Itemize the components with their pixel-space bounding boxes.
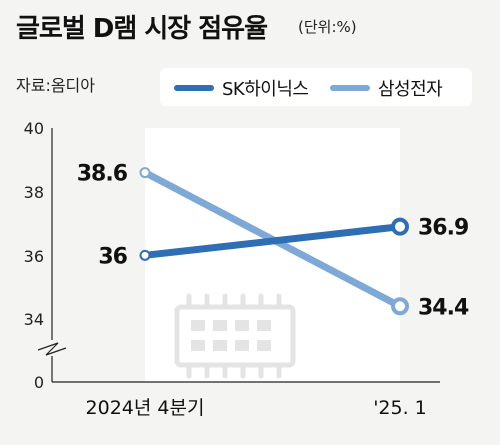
y-tick-label: 36 <box>24 247 44 266</box>
data-label-samsung-q1: 34.4 <box>418 295 469 320</box>
legend-swatch-samsung <box>330 85 370 91</box>
data-label-sk-q1: 36.9 <box>418 216 468 241</box>
chip-icon <box>174 293 296 379</box>
data-label-samsung-q4: 38.6 <box>77 162 128 187</box>
legend: SK하이닉스 삼성전자 <box>160 68 472 106</box>
legend-label-sk: SK하이닉스 <box>222 79 309 100</box>
data-point-samsung-q4 <box>139 167 151 179</box>
source-label: 자료:옴디아 <box>16 76 95 95</box>
y-tick-label: 38 <box>24 183 44 202</box>
data-point-samsung-q1 <box>391 297 409 316</box>
plot-area <box>145 128 400 382</box>
axis-break <box>37 342 67 356</box>
data-label-sk-q4: 36 <box>98 244 127 269</box>
unit-label: (단위:%) <box>298 18 357 36</box>
series-line-sk <box>141 223 404 259</box>
y-tick-label: 40 <box>24 119 44 138</box>
chip-cells <box>191 320 271 351</box>
x-tick-label: '25. 1 <box>373 397 427 419</box>
data-point-sk-q1 <box>391 217 409 236</box>
chart-title: 글로벌 D램 시장 점유율 <box>16 14 268 44</box>
legend-swatch-sk <box>174 85 214 91</box>
y-tick-label: 34 <box>24 310 44 329</box>
x-tick-label: 2024년 4분기 <box>86 397 205 419</box>
legend-label-samsung: 삼성전자 <box>378 79 443 100</box>
data-point-sk-q4 <box>139 249 151 261</box>
y-tick-label: 0 <box>34 373 44 392</box>
